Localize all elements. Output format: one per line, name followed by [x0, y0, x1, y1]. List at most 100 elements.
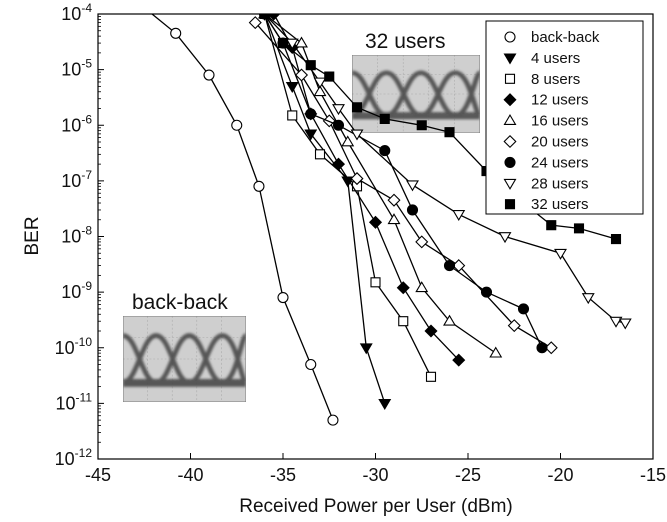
- data-point: [368, 215, 383, 229]
- legend-label: 8 users: [531, 71, 580, 88]
- data-point: [416, 120, 427, 131]
- data-point: [443, 260, 456, 272]
- data-point: [285, 38, 299, 50]
- y-tick-label: 10-11: [56, 390, 93, 413]
- series: [267, 14, 466, 367]
- y-tick-base: 10: [61, 60, 81, 80]
- data-point: [406, 180, 419, 192]
- legend-marker: [504, 199, 516, 210]
- legend: back-back 4 users 8 users 12 users 16 users 2…: [485, 20, 644, 215]
- inset-back-back-label: back-back: [132, 291, 228, 314]
- data-point: [253, 180, 265, 192]
- series: [248, 16, 558, 355]
- data-point: [406, 204, 419, 216]
- data-point: [387, 193, 401, 207]
- data-point: [350, 129, 364, 141]
- legend-item: 8 users: [504, 71, 580, 88]
- inset-32-users-label: 32 users: [365, 30, 446, 53]
- legend-marker: [503, 114, 517, 125]
- data-point: [379, 113, 390, 124]
- y-tick-label: 10-9: [61, 279, 92, 302]
- y-axis-title: BER: [22, 216, 43, 255]
- data-point: [314, 149, 326, 160]
- y-tick-label: 10-5: [61, 57, 92, 80]
- data-point: [554, 248, 567, 260]
- data-point: [341, 135, 355, 147]
- legend-item: 16 users: [503, 113, 589, 130]
- legend-item: 4 users: [503, 50, 580, 67]
- legend-label: 32 users: [531, 196, 589, 213]
- legend-marker: [503, 93, 517, 107]
- data-point: [287, 110, 298, 121]
- y-tick-label: 10-8: [61, 224, 92, 247]
- legend-item: 12 users: [503, 92, 589, 109]
- y-tick-base: 10: [61, 171, 81, 191]
- series-line: [263, 14, 543, 349]
- data-point: [294, 68, 309, 82]
- legend-label: 12 users: [531, 92, 589, 109]
- legend-label: back-back: [531, 29, 600, 46]
- legend-item: 28 users: [503, 175, 589, 192]
- data-point: [379, 145, 391, 157]
- data-point: [327, 414, 339, 426]
- data-point: [259, 14, 270, 20]
- y-tick-exponent: -8: [81, 224, 92, 238]
- data-point: [443, 314, 456, 326]
- data-point: [359, 343, 373, 355]
- data-point: [341, 176, 355, 188]
- x-tick-label: -30: [362, 465, 388, 485]
- legend-label: 20 users: [531, 134, 589, 151]
- y-tick-label: 10-6: [61, 112, 92, 135]
- data-point: [305, 108, 317, 120]
- data-point: [304, 129, 318, 141]
- legend-item: back-back: [504, 29, 600, 46]
- y-tick-exponent: -11: [76, 390, 93, 404]
- inset-32-users: 32 users: [352, 30, 480, 133]
- data-point: [425, 371, 437, 382]
- y-tick-base: 10: [61, 115, 81, 135]
- data-point: [415, 281, 429, 293]
- legend-item: 24 users: [504, 154, 589, 171]
- legend-marker: [504, 73, 516, 84]
- legend-label: 4 users: [531, 50, 580, 67]
- data-point: [452, 353, 466, 367]
- y-tick-exponent: -9: [81, 279, 92, 293]
- data-point: [618, 318, 632, 330]
- y-tick-exponent: -6: [81, 112, 92, 126]
- series: [259, 14, 437, 382]
- data-point: [452, 259, 466, 273]
- data-point: [350, 172, 364, 186]
- data-point: [248, 16, 262, 30]
- data-point: [536, 342, 548, 354]
- data-point: [305, 358, 317, 371]
- y-tick-label: 10-10: [55, 335, 93, 358]
- y-tick-base: 10: [55, 338, 75, 358]
- data-point: [267, 14, 281, 21]
- data-point: [285, 81, 299, 93]
- data-point: [544, 341, 558, 355]
- legend-item: 20 users: [503, 134, 589, 151]
- legend-label: 28 users: [531, 175, 589, 192]
- data-point: [313, 77, 327, 89]
- data-point: [581, 293, 595, 305]
- data-point: [498, 232, 512, 244]
- series: [260, 14, 632, 330]
- data-point: [444, 127, 455, 138]
- data-point: [331, 157, 346, 171]
- x-tick-label: -15: [640, 465, 666, 485]
- data-point: [231, 119, 243, 131]
- y-tick-exponent: -10: [75, 335, 93, 349]
- data-point: [277, 291, 289, 304]
- data-point: [370, 277, 381, 288]
- data-point: [424, 324, 438, 338]
- data-point: [507, 319, 521, 333]
- series-line: [264, 14, 497, 354]
- legend-item: 32 users: [504, 196, 589, 213]
- legend-marker: [503, 178, 517, 190]
- y-tick-base: 10: [56, 393, 76, 413]
- y-tick-exponent: -4: [81, 1, 92, 15]
- y-tick-base: 10: [61, 227, 81, 247]
- x-tick-label: -40: [177, 465, 203, 485]
- data-point: [203, 69, 215, 81]
